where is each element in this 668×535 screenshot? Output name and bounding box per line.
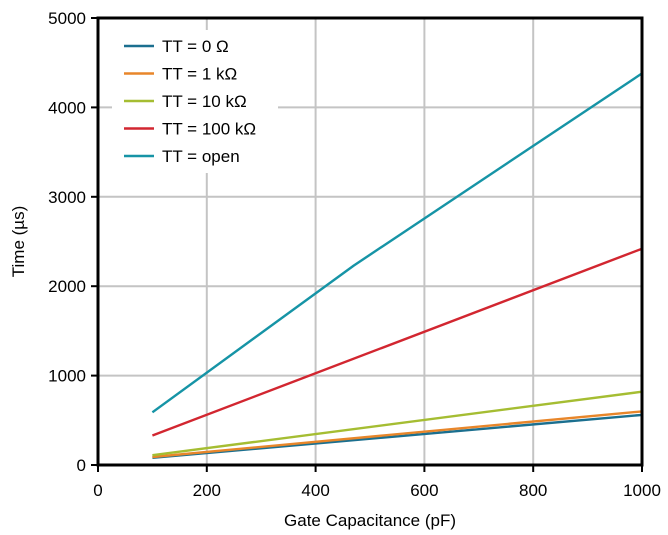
y-axis-title: Time (µs) [9,206,28,278]
legend: TT = 0 Ω TT = 1 kΩ TT = 10 kΩ TT = 100 kΩ TT… [124,37,256,166]
y-tick-label: 3000 [48,188,86,207]
series-lines [151,72,643,459]
series-line [152,390,643,457]
x-tick-label: 200 [193,481,221,500]
y-tick-label: 1000 [48,367,86,386]
legend-label: TT = 1 kΩ [162,65,237,84]
legend-label: TT = 100 kΩ [162,120,256,139]
series-line [151,72,643,414]
x-tick-label: 0 [93,481,102,500]
legend-label: TT = 0 Ω [162,37,229,56]
x-tick-label: 600 [410,481,438,500]
tick-labels: 0 200 400 600 800 1000 0 1000 2000 3000 4000 5000 [48,9,661,500]
series-line [152,413,643,459]
legend-label: TT = 10 kΩ [162,92,247,111]
x-axis-title: Gate Capacitance (pF) [284,511,456,530]
y-tick-label: 0 [77,456,86,475]
legend-label: TT = open [162,147,240,166]
x-tick-label: 800 [519,481,547,500]
y-tick-label: 5000 [48,9,86,28]
x-tick-label: 1000 [623,481,661,500]
y-tick-label: 2000 [48,277,86,296]
grid-lines [98,18,642,465]
x-tick-label: 400 [301,481,329,500]
plot-frame [96,16,644,467]
y-tick-label: 4000 [48,98,86,117]
series-line [152,410,643,459]
series-line [151,247,643,437]
